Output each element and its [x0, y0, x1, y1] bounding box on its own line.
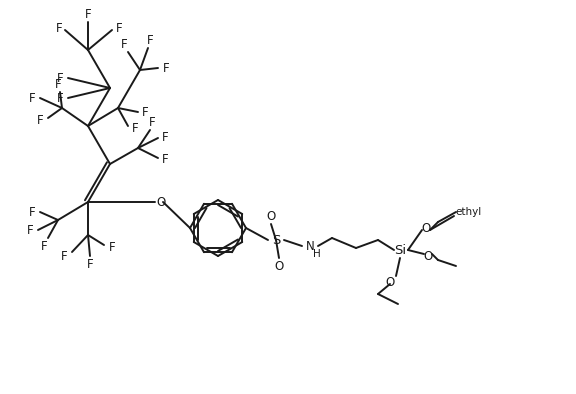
- Text: H: H: [313, 249, 321, 259]
- Text: F: F: [41, 240, 47, 253]
- Text: F: F: [29, 91, 35, 104]
- Text: O: O: [423, 249, 433, 262]
- Text: N: N: [306, 240, 314, 253]
- Text: F: F: [121, 37, 127, 50]
- Text: F: F: [55, 78, 61, 91]
- Text: O: O: [385, 275, 395, 288]
- Text: O: O: [422, 221, 431, 234]
- Text: S: S: [272, 234, 280, 247]
- Text: F: F: [26, 223, 33, 236]
- Text: F: F: [162, 130, 168, 143]
- Text: O: O: [266, 210, 276, 223]
- Text: Si: Si: [394, 243, 406, 256]
- Text: F: F: [37, 113, 43, 126]
- Text: F: F: [109, 240, 115, 253]
- Text: F: F: [142, 106, 148, 119]
- Text: F: F: [85, 7, 92, 20]
- Text: F: F: [149, 115, 156, 128]
- Text: F: F: [162, 61, 169, 74]
- Text: F: F: [56, 22, 62, 35]
- Text: F: F: [147, 33, 153, 46]
- Text: F: F: [116, 22, 122, 35]
- Text: F: F: [162, 152, 168, 165]
- Text: O: O: [156, 195, 166, 208]
- Text: F: F: [86, 258, 93, 271]
- Text: O: O: [274, 260, 283, 273]
- Text: ethyl: ethyl: [455, 207, 481, 217]
- Text: F: F: [56, 71, 63, 84]
- Text: F: F: [132, 121, 138, 134]
- Text: F: F: [29, 206, 35, 219]
- Text: F: F: [56, 91, 63, 104]
- Text: F: F: [60, 251, 67, 264]
